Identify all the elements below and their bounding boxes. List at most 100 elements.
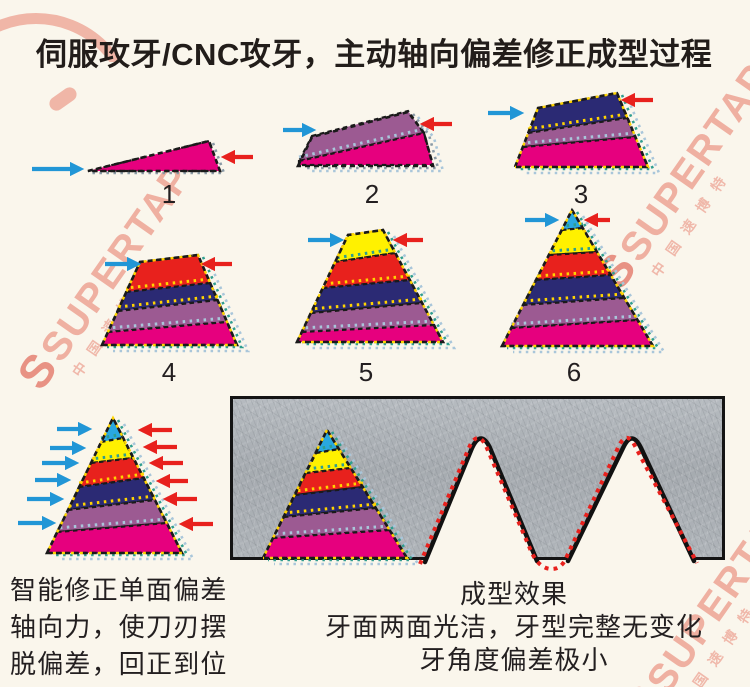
layer-magenta xyxy=(295,323,445,344)
boundary-dots xyxy=(90,452,134,461)
layer-magenta xyxy=(297,131,435,167)
caption-correction: 智能修正单面偏差 轴向力，使刀刃摆 脱偏差，回正到位 xyxy=(10,572,228,683)
shape-outline-yellow-dots xyxy=(513,91,650,169)
page-title: 伺服攻牙/CNC攻牙，主动轴向偏差修正成型过程 xyxy=(36,37,713,72)
layer-magenta xyxy=(513,135,650,169)
ghost-offset-dots xyxy=(302,231,451,346)
layer-magenta xyxy=(87,139,222,173)
ghost-offset-dots xyxy=(526,98,661,175)
ghost-offset-dots xyxy=(308,235,457,350)
boundary-dots xyxy=(117,294,219,309)
layer-yellow xyxy=(547,226,599,257)
forming-shape-6 xyxy=(499,207,667,354)
boundary-dots xyxy=(298,127,425,159)
shape-outline xyxy=(513,91,650,169)
layer-navy xyxy=(309,278,424,315)
step-label-2: 2 xyxy=(364,179,380,209)
layer-navy xyxy=(116,281,220,313)
boundary-dots xyxy=(125,277,211,290)
caption-line: 轴向力，使刀刃摆 xyxy=(10,612,228,642)
shape-outline xyxy=(294,228,446,344)
shape-outline xyxy=(499,207,656,348)
layer-purple xyxy=(300,301,436,334)
boundary-dots xyxy=(322,274,411,286)
shape-outline-yellow-dots xyxy=(295,228,446,344)
layer-yellow xyxy=(333,228,397,264)
layer-purple xyxy=(55,498,169,534)
step-label-3: 3 xyxy=(573,179,589,209)
forming-shape-7 xyxy=(18,415,213,561)
boundary-dots xyxy=(561,222,584,228)
layer-cyan xyxy=(560,207,585,232)
boundary-dots xyxy=(100,432,124,440)
step-label-1: 1 xyxy=(161,179,177,209)
ghost-offset-dots xyxy=(113,260,250,353)
shape-outline-yellow-dots xyxy=(45,415,184,555)
brand-logo-letter: S xyxy=(585,243,647,299)
boundary-dots xyxy=(510,314,639,326)
forming-shape-4 xyxy=(99,253,250,353)
layer-cyan xyxy=(99,415,125,444)
forming-shape-1 xyxy=(32,139,253,177)
ghost-offset-dots xyxy=(513,215,667,354)
layer-purple xyxy=(106,298,229,334)
boundary-dots xyxy=(56,517,168,530)
layer-purple xyxy=(521,116,637,149)
boundary-dots xyxy=(107,316,228,330)
boundary-dots xyxy=(78,472,145,485)
result-line: 牙面两面光洁，牙型完整无变化 xyxy=(324,612,703,642)
shape-outline xyxy=(99,253,239,347)
step-label-5: 5 xyxy=(358,357,374,387)
layer-magenta xyxy=(500,318,655,348)
watermark-logo-arc xyxy=(0,0,120,62)
result-line: 牙角度偏差极小 xyxy=(419,645,609,675)
brand-logo-letter: S xyxy=(6,343,68,399)
brand-logo-letter: S xyxy=(613,675,673,687)
forming-shape-5 xyxy=(294,228,457,350)
layer-red xyxy=(321,251,412,290)
boundary-dots xyxy=(527,112,628,131)
result-title: 成型效果 xyxy=(459,579,568,609)
ghost-offset-dots xyxy=(107,256,244,349)
ghost-offset-dots xyxy=(303,113,440,170)
boundary-dots xyxy=(522,131,636,145)
ghost-offset-dots xyxy=(58,423,196,561)
watermark-logo-fragment xyxy=(46,84,80,114)
caption-result: 成型效果 牙面两面光洁，牙型完整无变化 牙角度偏差极小 xyxy=(283,578,745,677)
logo-arc-shape xyxy=(0,13,120,62)
boundary-dots xyxy=(522,292,625,303)
ghost-offset-dots xyxy=(520,94,655,171)
watermark-sub-text: 中国速博特 xyxy=(647,164,736,280)
layer-navy xyxy=(521,273,626,307)
layer-navy xyxy=(66,476,157,512)
watermark-brand-text: SUPERTAP xyxy=(611,55,750,270)
layer-magenta xyxy=(100,320,239,347)
shape-outline xyxy=(295,110,435,168)
thread-result-photo xyxy=(230,396,725,560)
shape-outline-yellow-dots xyxy=(500,207,656,348)
layer-yellow xyxy=(89,436,135,465)
ghost-offset-dots xyxy=(52,419,190,557)
layer-magenta xyxy=(45,521,184,555)
caption-line: 脱偏差，回正到位 xyxy=(10,649,228,679)
boundary-dots xyxy=(301,319,435,330)
boundary-dots xyxy=(334,247,396,260)
ghost-offset-dots xyxy=(92,142,226,175)
layer-red xyxy=(534,250,613,282)
watermark-top-right: SSUPERTAP 中国速博特 xyxy=(585,50,750,308)
layer-navy xyxy=(526,91,629,135)
layer-purple xyxy=(296,109,426,163)
step-label-4: 4 xyxy=(161,357,177,387)
boundary-dots xyxy=(67,494,156,508)
step-label-6: 6 xyxy=(566,357,582,387)
layer-red xyxy=(77,456,146,489)
shape-outline xyxy=(87,139,222,173)
ghost-offset-dots xyxy=(507,211,661,350)
boundary-dots xyxy=(535,269,612,278)
layer-purple xyxy=(509,296,640,330)
layer-red xyxy=(124,253,212,294)
boundary-dots xyxy=(310,297,423,311)
forming-shape-2 xyxy=(283,109,452,173)
shape-outline-yellow-dots xyxy=(100,253,239,347)
